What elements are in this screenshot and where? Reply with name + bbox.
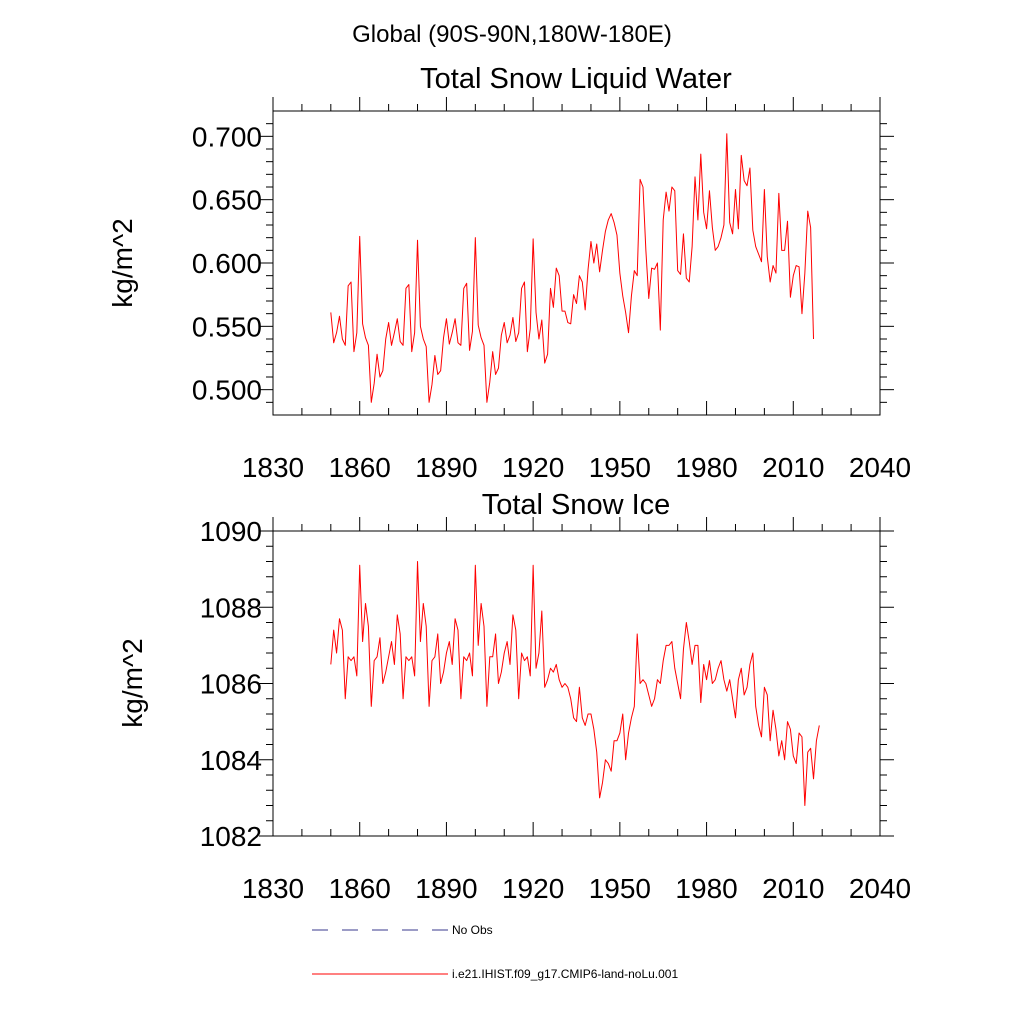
y-tick-label: 0.500: [192, 375, 262, 406]
plot-area-snow-liquid-water: 1830 1860 1890 1920 1950 1980 2010 2040 0.500 0.5…: [192, 97, 911, 483]
series-line: [330, 133, 815, 403]
x-tick-label: 1950: [589, 452, 651, 483]
panel-title-snow-liquid-water: Total Snow Liquid Water: [420, 63, 732, 95]
x-tick-label: 1890: [415, 452, 477, 483]
panel-snow-ice: Total Snow Ice 1830 1860 1890 1920 1950 1980 2…: [117, 489, 911, 904]
x-tick-label: 1980: [675, 452, 737, 483]
y-tick-label: 1086: [200, 669, 262, 700]
legend-label-model-run: i.e21.IHIST.f09_g17.CMIP6-land-noLu.001: [452, 967, 678, 981]
y-tick-label: 0.650: [192, 185, 262, 216]
y-axis-label-snow-ice: kg/m^2: [117, 638, 148, 727]
x-tick-label: 1980: [675, 873, 737, 904]
x-tick-label: 1950: [589, 873, 651, 904]
legend: No Obs i.e21.IHIST.f09_g17.CMIP6-land-no…: [312, 923, 678, 981]
x-tick-label: 2040: [849, 873, 911, 904]
y-tick-label: 1082: [200, 821, 262, 852]
x-tick-label: 2010: [762, 873, 824, 904]
panel-title-snow-ice: Total Snow Ice: [482, 489, 671, 521]
x-tick-label: 1890: [415, 873, 477, 904]
y-tick-label: 0.550: [192, 311, 262, 342]
x-tick-label: 1920: [502, 873, 564, 904]
x-tick-label: 1830: [242, 452, 304, 483]
panel-snow-liquid-water: Total Snow Liquid Water 1830 1860 1890 1920…: [107, 63, 911, 483]
x-tick-label: 1860: [329, 452, 391, 483]
plot-frame: [272, 530, 881, 837]
y-tick-label: 1088: [200, 592, 262, 623]
legend-label-no-obs: No Obs: [452, 923, 493, 937]
y-tick-label: 1090: [200, 516, 262, 547]
x-tick-label: 1860: [329, 873, 391, 904]
series-line: [330, 561, 820, 806]
x-tick-label: 1920: [502, 452, 564, 483]
x-tick-label: 2040: [849, 452, 911, 483]
y-tick-label: 0.600: [192, 248, 262, 279]
x-tick-label: 2010: [762, 452, 824, 483]
plot-area-snow-ice: 1830 1860 1890 1920 1950 1980 2010 2040 1082 1084…: [200, 516, 911, 904]
y-axis-label-snow-liquid-water: kg/m^2: [107, 218, 138, 307]
y-tick-label: 0.700: [192, 121, 262, 152]
x-tick-label: 1830: [242, 873, 304, 904]
figure-title: Global (90S-90N,180W-180E): [352, 21, 672, 48]
y-tick-label: 1084: [200, 745, 262, 776]
